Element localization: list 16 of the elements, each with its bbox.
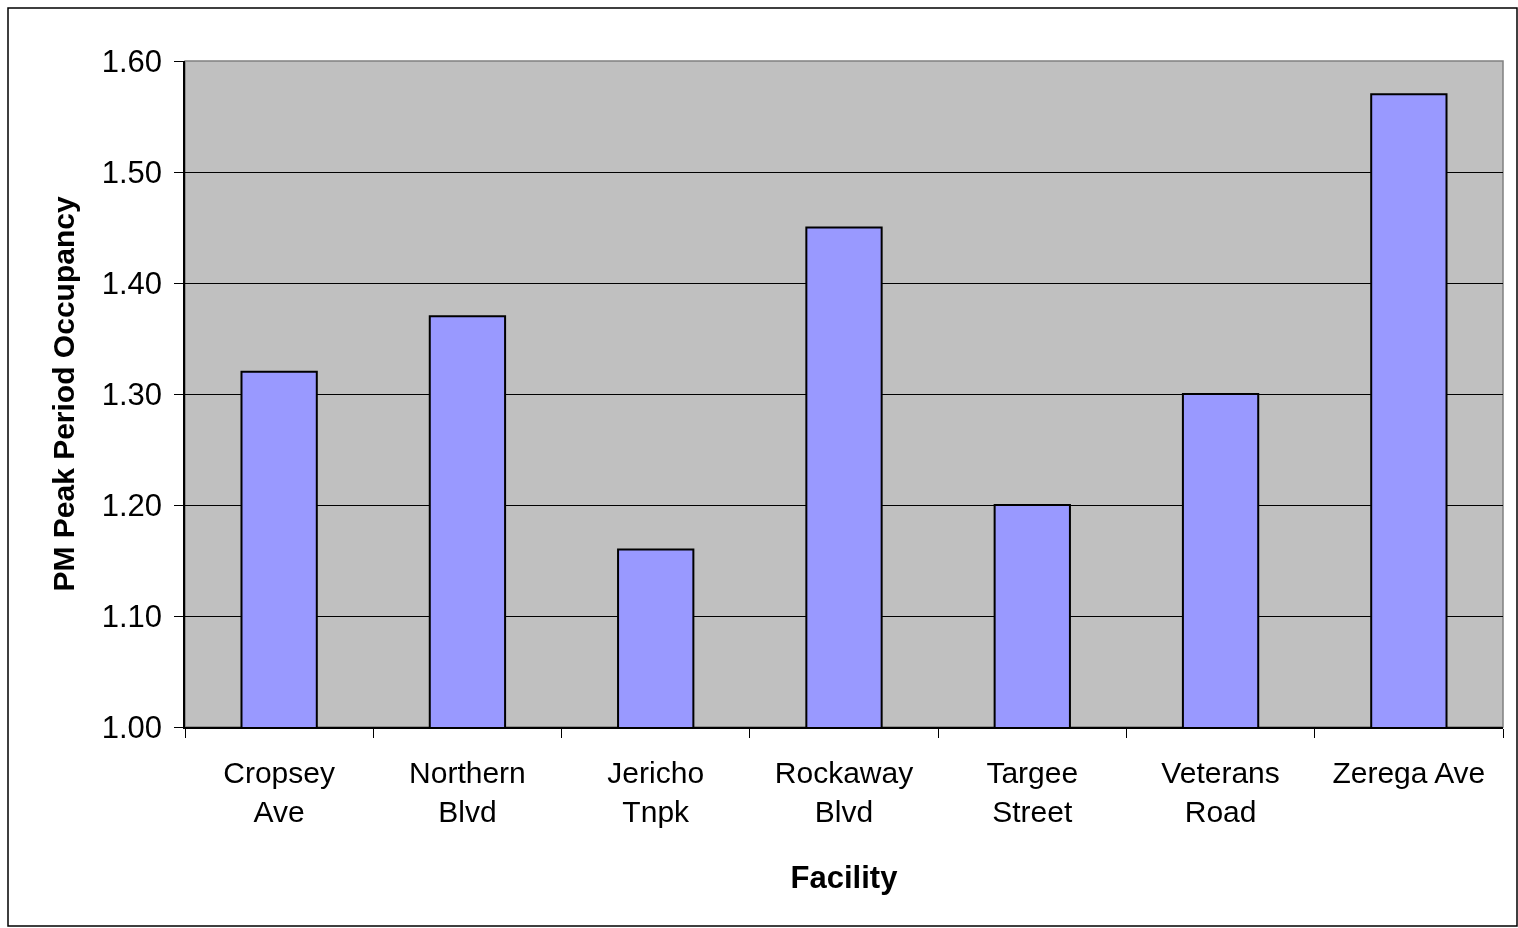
x-tick-label: Northern Blvd [409, 755, 526, 828]
y-tick-label: 1.00 [101, 709, 163, 745]
y-tick-label: 1.10 [101, 598, 163, 634]
x-axis-title: Facility [790, 860, 899, 896]
y-tick-label: 1.50 [101, 154, 163, 190]
y-tick-label: 1.60 [101, 43, 163, 79]
x-tick-label: Zerega Ave [1332, 755, 1486, 789]
y-axis-title: PM Peak Period Occupancy [47, 196, 81, 592]
x-tick-label: Veterans Road [1161, 755, 1280, 828]
y-tick-label: 1.20 [101, 487, 163, 523]
x-tick-label: Targee Street [986, 755, 1079, 828]
x-tick-label: Rockaway Blvd [774, 755, 914, 828]
x-tick-label: Cropsey Ave [223, 755, 335, 828]
y-tick-label: 1.40 [101, 265, 163, 301]
y-tick-label: 1.30 [101, 376, 163, 412]
x-tick-label: Jericho Tnpk [607, 755, 705, 828]
